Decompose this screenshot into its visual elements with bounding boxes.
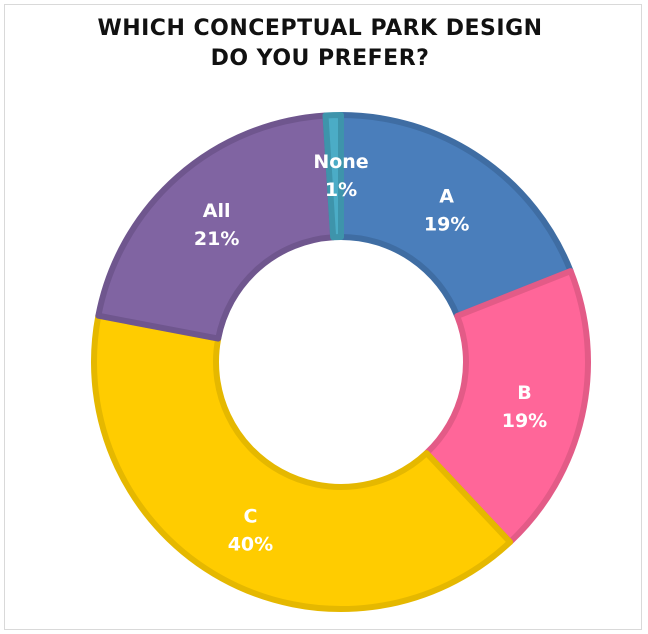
chart-title-line-2: DO YOU PREFER? bbox=[210, 46, 430, 71]
slice-percent-all: 21% bbox=[194, 228, 239, 250]
slice-a bbox=[338, 112, 574, 319]
chart-title-line-1: WHICH CONCEPTUAL PARK DESIGN bbox=[97, 16, 543, 41]
slice-percent-b: 19% bbox=[502, 410, 547, 432]
slice-label-all: All bbox=[203, 200, 231, 222]
slice-label-a: A bbox=[439, 186, 454, 208]
slice-label-none: None bbox=[313, 151, 368, 173]
slice-b bbox=[423, 268, 591, 546]
chart-title: WHICH CONCEPTUAL PARK DESIGN DO YOU PREF… bbox=[0, 14, 640, 74]
slice-percent-none: 1% bbox=[325, 179, 357, 201]
slice-all bbox=[95, 112, 337, 342]
slice-percent-a: 19% bbox=[424, 214, 469, 236]
slice-percent-c: 40% bbox=[228, 534, 273, 556]
slice-label-c: C bbox=[243, 506, 257, 528]
slice-none bbox=[322, 112, 344, 241]
slice-label-b: B bbox=[517, 382, 531, 404]
slice-c bbox=[91, 312, 514, 612]
